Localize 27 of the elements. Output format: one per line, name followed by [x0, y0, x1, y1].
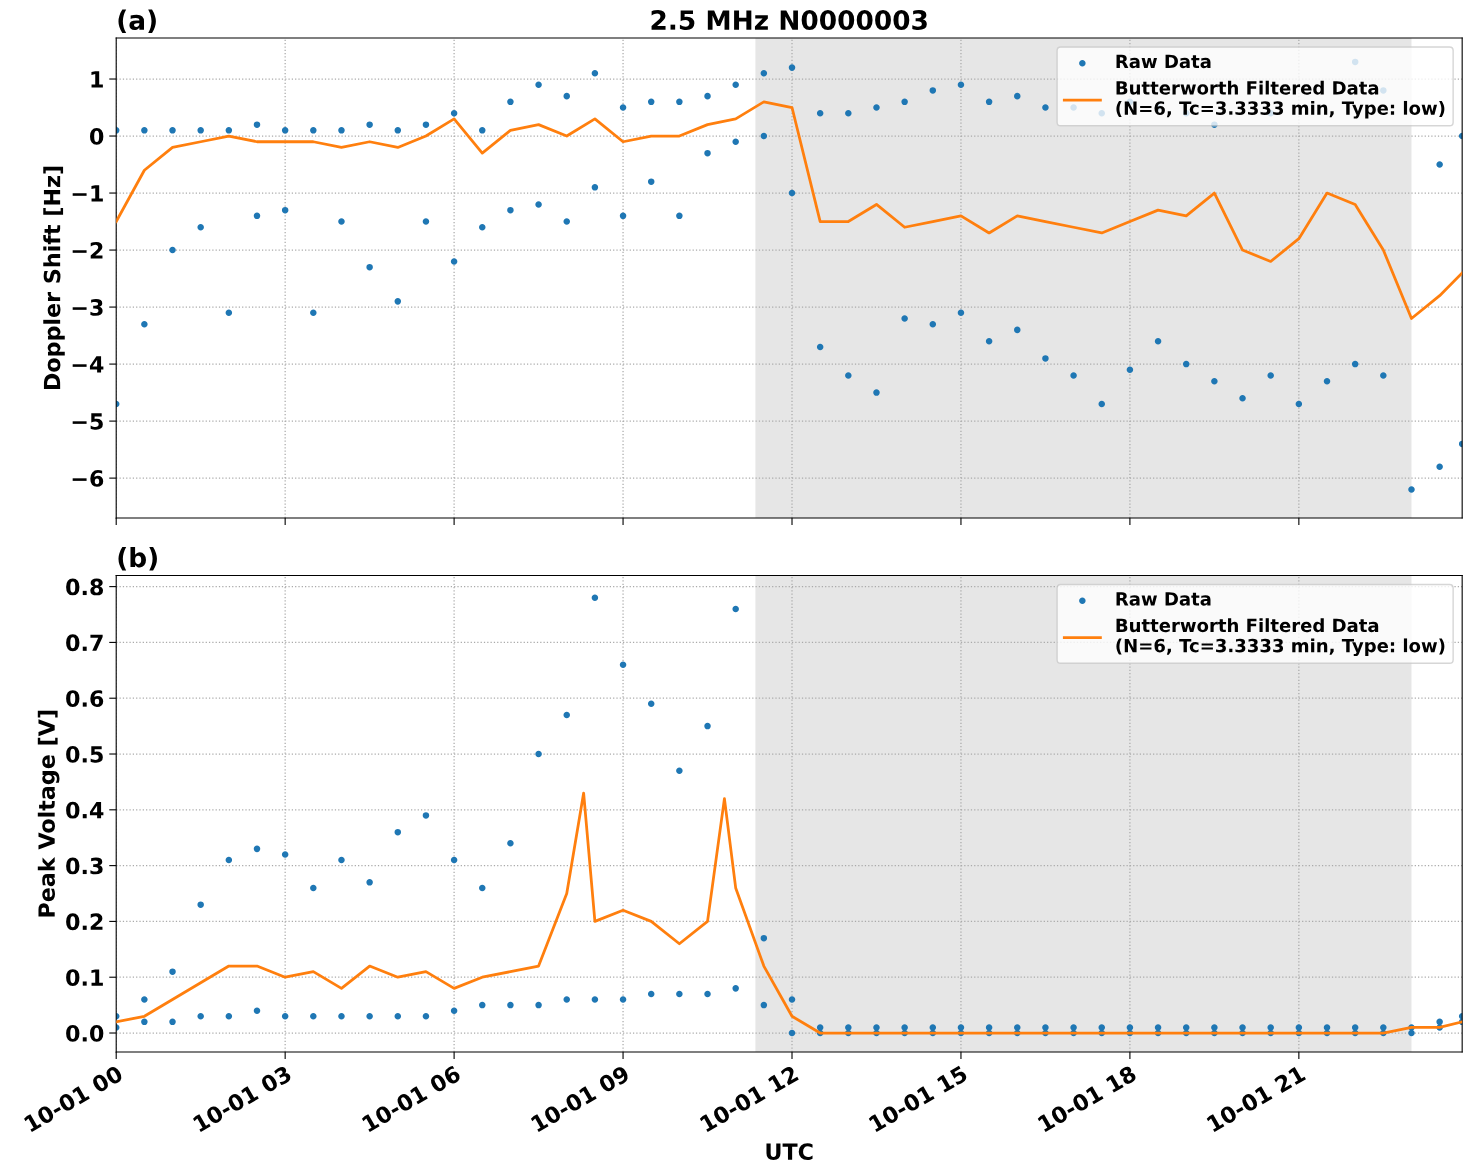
y-tick-label: 0	[90, 127, 104, 145]
y-tick-label: 0.0	[66, 1024, 104, 1042]
text: (b)	[118, 547, 157, 571]
x-axis-title: UTC	[766, 1143, 813, 1161]
y-tick-label: −6	[72, 470, 104, 487]
legend-label: Raw Data	[1116, 54, 1211, 69]
y-tick-label: −3	[72, 299, 103, 316]
y-tick-label: −2	[72, 242, 103, 259]
y-tick-label: 1	[91, 71, 103, 88]
chart-title: 2.5 MHz N0000003	[651, 10, 927, 31]
y-tick-label: 0.6	[66, 690, 104, 707]
y-tick-label: −1	[72, 185, 103, 202]
text: (a)	[118, 9, 156, 34]
y-axis-title: Doppler Shift [Hz]	[43, 166, 65, 390]
y-tick-label: −4	[72, 356, 104, 373]
y-tick-label: 0.3	[66, 857, 103, 875]
y-tick-label: 0.4	[66, 801, 104, 819]
y-axis-title: Peak Voltage [V]	[37, 710, 60, 917]
y-tick-label: 0.7	[66, 634, 103, 652]
y-tick-label: 0.1	[66, 969, 103, 986]
legend-label: Butterworth Filtered Data (N=6, Tc=3.3333 min, Type: low)	[1116, 80, 1445, 119]
y-tick-label: 0.8	[66, 578, 104, 596]
y-tick-label: −5	[72, 413, 103, 430]
y-tick-label: 0.2	[66, 913, 103, 931]
y-tick-label: 0.5	[66, 745, 103, 763]
legend-label: Raw Data	[1116, 592, 1211, 606]
legend-label: Butterworth Filtered Data (N=6, Tc=3.3333 min, Type: low)	[1116, 618, 1445, 657]
